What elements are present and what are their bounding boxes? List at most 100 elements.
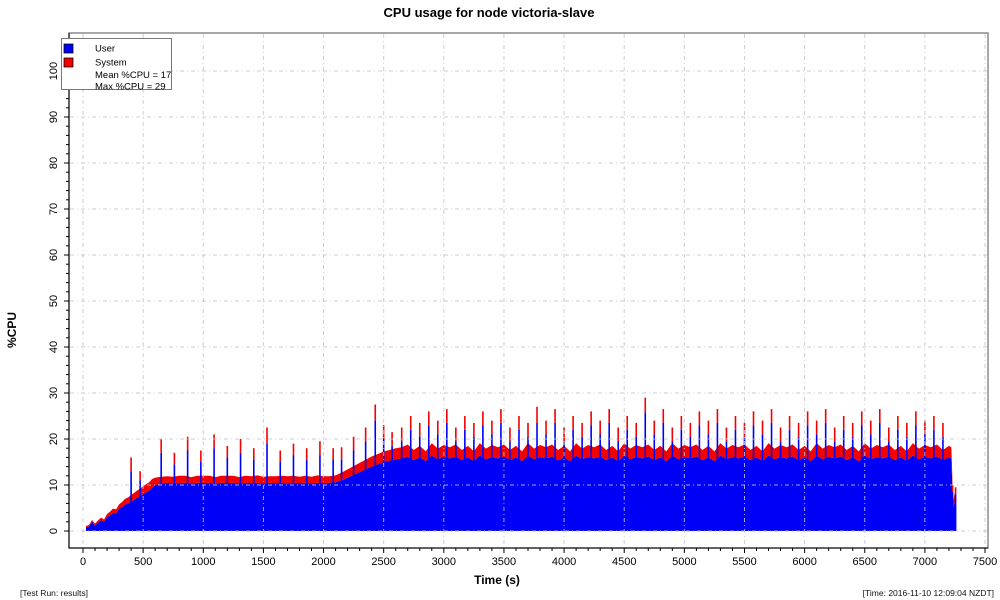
system-spike-bar	[332, 448, 334, 460]
legend-swatch-system	[63, 57, 74, 68]
user-spike-bar	[653, 434, 656, 531]
user-spike-bar	[527, 436, 529, 531]
user-spike-bar	[689, 436, 692, 531]
system-spike-bar	[707, 420, 710, 435]
user-spike-bar	[374, 420, 377, 531]
system-spike-bar	[464, 416, 466, 430]
system-spike-bar	[364, 427, 367, 442]
system-spike-bar	[554, 409, 556, 423]
user-spike-bar	[409, 429, 412, 531]
system-spike-bar	[173, 452, 176, 465]
system-spike-bar	[536, 406, 538, 423]
x-tick-label: 5000	[672, 556, 696, 568]
user-spike-bar	[906, 436, 908, 531]
user-spike-bar	[779, 441, 782, 531]
user-spike-bar	[743, 436, 746, 531]
system-spike-bar	[352, 436, 355, 451]
user-spike-bar	[833, 441, 836, 531]
user-spike-bar	[239, 452, 242, 531]
user-spike-bar	[455, 441, 457, 531]
system-spike-bar	[590, 411, 592, 426]
user-spike-bar	[734, 429, 737, 531]
user-spike-bar	[319, 455, 321, 531]
system-spike-bar	[842, 416, 845, 430]
system-spike-bar	[139, 471, 141, 481]
system-spike-bar	[779, 427, 782, 442]
system-spike-bar	[770, 409, 773, 423]
system-spike-bar	[509, 427, 511, 442]
system-spike-bar	[527, 422, 529, 437]
user-spike-bar	[770, 422, 773, 531]
user-spike-bar	[924, 434, 926, 531]
user-spike-bar	[680, 429, 683, 531]
user-spike-bar	[139, 480, 141, 531]
system-spike-bar	[689, 422, 692, 437]
system-spike-bar	[878, 409, 881, 423]
x-tick-label: 0	[80, 556, 86, 568]
user-spike-bar	[608, 422, 610, 531]
x-tick-label: 1500	[251, 556, 275, 568]
user-spike-bar	[897, 429, 899, 531]
user-spike-bar	[518, 429, 520, 531]
user-spike-bar	[725, 441, 728, 531]
system-spike-bar	[563, 427, 565, 442]
y-tick-label: 100	[48, 62, 60, 80]
system-spike-bar	[572, 416, 574, 430]
chart-title: CPU usage for node victoria-slave	[384, 5, 595, 20]
user-spike-bar	[572, 429, 574, 531]
y-tick-label: 50	[48, 295, 60, 307]
system-spike-bar	[797, 422, 800, 437]
y-tick-label: 0	[48, 528, 60, 534]
system-spike-bar	[906, 422, 908, 437]
system-spike-bar	[200, 450, 202, 462]
user-spike-bar	[418, 436, 421, 531]
system-spike-bar	[409, 416, 412, 430]
x-tick-label: 6500	[853, 556, 877, 568]
system-spike-bar	[680, 416, 683, 430]
system-spike-bar	[761, 420, 764, 435]
user-spike-bar	[536, 422, 538, 531]
system-spike-bar	[788, 416, 791, 430]
system-spike-bar	[743, 422, 746, 437]
user-spike-bar	[446, 422, 448, 531]
user-spike-bar	[581, 436, 583, 531]
user-spike-bar	[617, 441, 620, 531]
user-spike-bar	[305, 459, 308, 531]
user-spike-bar	[851, 436, 854, 531]
x-tick-label: 4000	[552, 556, 576, 568]
system-spike-bar	[130, 457, 132, 472]
system-spike-bar	[833, 427, 836, 442]
legend-box	[61, 38, 172, 90]
x-tick-label: 7000	[913, 556, 937, 568]
user-spike-bar	[130, 471, 132, 531]
user-spike-bar	[797, 436, 800, 531]
user-spike-bar	[671, 441, 674, 531]
system-spike-bar	[599, 420, 601, 435]
user-spike-bar	[878, 422, 881, 531]
system-spike-bar	[340, 447, 343, 460]
system-spike-bar	[617, 427, 620, 442]
user-spike-bar	[716, 422, 719, 531]
y-tick-label: 30	[48, 387, 60, 399]
user-spike-bar	[815, 434, 818, 531]
user-spike-bar	[635, 436, 638, 531]
x-tick-label: 6000	[792, 556, 816, 568]
system-spike-bar	[734, 416, 737, 430]
system-spike-bar	[608, 409, 610, 423]
user-spike-bar	[954, 494, 957, 531]
system-spike-bar	[662, 409, 665, 423]
user-spike-bar	[752, 425, 755, 531]
user-spike-bar	[662, 422, 665, 531]
user-spike-bar	[951, 491, 954, 531]
user-spike-bar	[590, 425, 592, 531]
system-spike-bar	[545, 420, 547, 435]
y-tick-label: 90	[48, 111, 60, 123]
user-spike-bar	[554, 422, 556, 531]
user-spike-bar	[226, 457, 229, 531]
legend: User System Mean %CPU = 17 Max %CPU = 29	[61, 38, 172, 93]
system-spike-bar	[860, 411, 863, 426]
y-tick-label: 10	[48, 479, 60, 491]
legend-label-user: User	[95, 44, 115, 55]
